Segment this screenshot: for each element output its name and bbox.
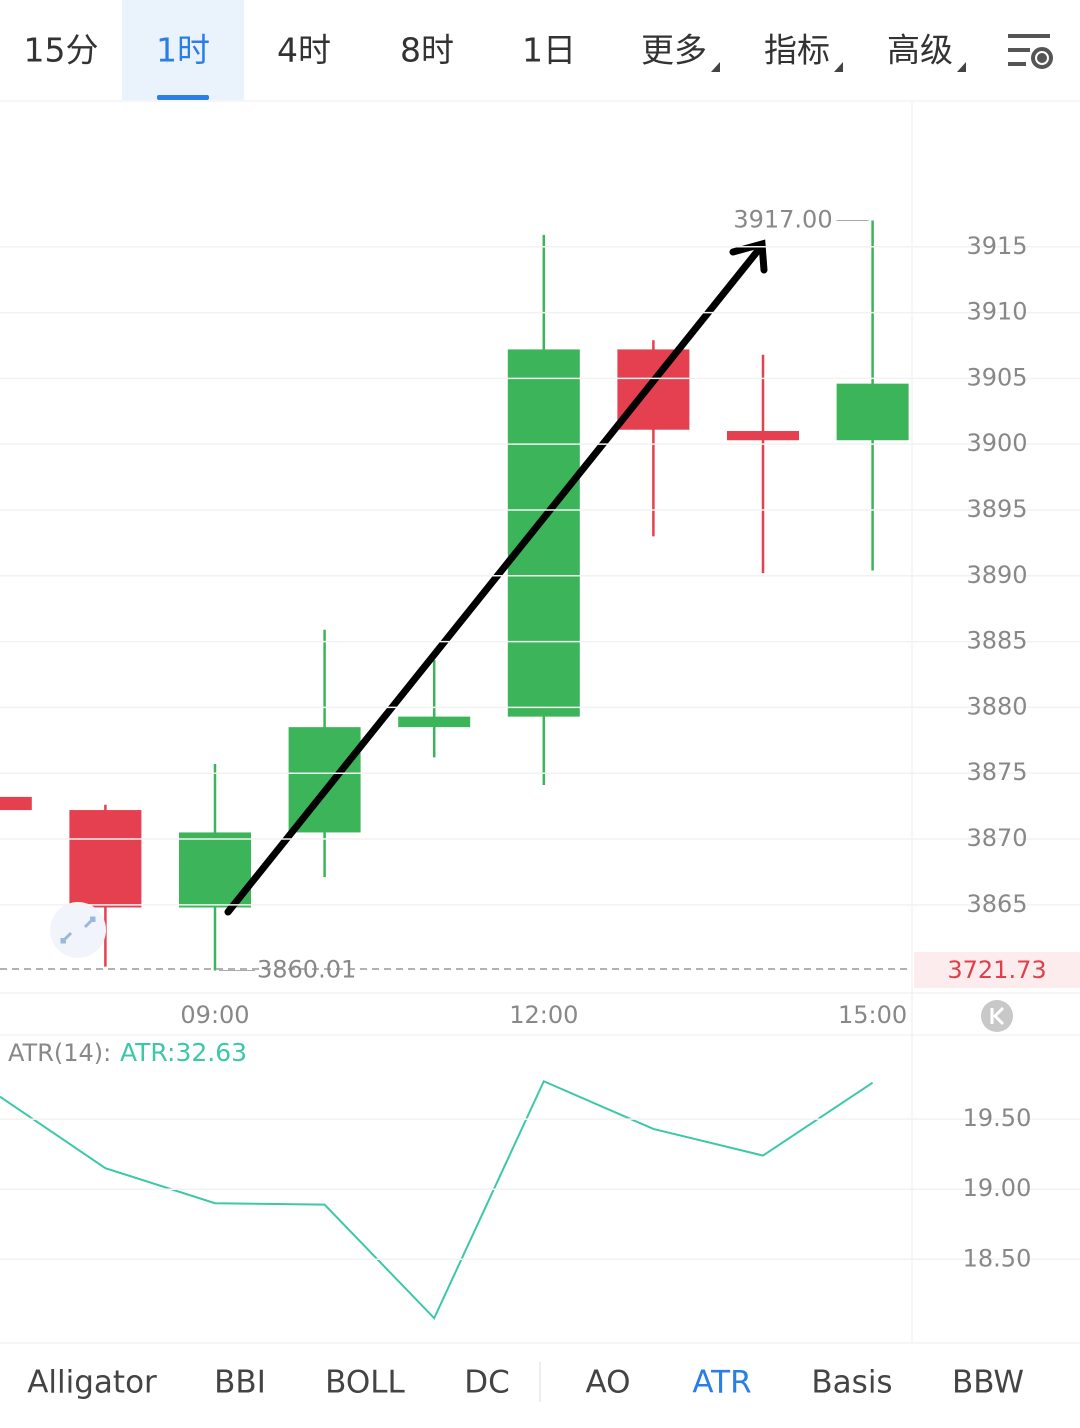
- y-tick-label: 19.00: [963, 1174, 1032, 1202]
- low-label: 3860.01: [257, 955, 356, 983]
- tab[interactable]: 指标: [764, 31, 830, 70]
- y-tick-label: 19.50: [963, 1104, 1032, 1132]
- last-price-box: [914, 952, 1080, 988]
- candle-body: [398, 716, 471, 728]
- x-tick-label: 09:00: [180, 1001, 249, 1029]
- y-tick-label: 3870: [966, 824, 1027, 852]
- atr-title: ATR(14):: [8, 1039, 111, 1067]
- y-tick-label: 3885: [966, 627, 1027, 655]
- last-price-label: 3721.73: [947, 956, 1046, 984]
- drawn-arrow: [224, 239, 768, 916]
- expand-icon[interactable]: [50, 902, 106, 958]
- tab[interactable]: 8时: [400, 31, 454, 70]
- tab[interactable]: 更多: [641, 31, 707, 70]
- candle-body: [836, 383, 909, 441]
- atr-legend: ATR:32.63: [120, 1038, 247, 1067]
- y-tick-label: 3880: [966, 692, 1027, 720]
- y-tick-label: 3905: [966, 363, 1027, 391]
- tab[interactable]: 高级: [887, 31, 953, 70]
- tab[interactable]: 1日: [522, 31, 576, 70]
- settings-icon[interactable]: [1008, 34, 1053, 69]
- back-to-latest[interactable]: [981, 1000, 1013, 1032]
- tab[interactable]: 1时: [156, 31, 210, 70]
- y-tick-label: 3915: [966, 232, 1027, 260]
- candle-body: [69, 810, 142, 908]
- tab[interactable]: 4时: [277, 31, 331, 70]
- candle-body: [0, 796, 32, 811]
- y-tick-label: 3895: [966, 495, 1027, 523]
- dropdown-mark: [711, 62, 720, 72]
- y-tick-label: 3900: [966, 429, 1027, 457]
- x-tick-label: 15:00: [838, 1001, 907, 1029]
- candle-body: [507, 349, 580, 717]
- tab[interactable]: 15分: [24, 31, 99, 70]
- y-tick-label: 3890: [966, 561, 1027, 589]
- y-tick-label: 18.50: [963, 1244, 1032, 1272]
- dropdown-mark: [957, 62, 966, 72]
- y-tick-label: 3910: [966, 298, 1027, 326]
- candle-body: [288, 727, 361, 833]
- active-tab-underline: [157, 95, 209, 100]
- candle-body: [727, 431, 799, 441]
- indicator-tab[interactable]: BOLL: [325, 1365, 405, 1401]
- indicator-tab[interactable]: AO: [585, 1365, 630, 1401]
- indicator-tab[interactable]: Alligator: [27, 1365, 157, 1401]
- dropdown-mark: [834, 62, 843, 72]
- indicator-tab[interactable]: ATR: [692, 1365, 751, 1401]
- y-tick-label: 3875: [966, 758, 1027, 786]
- atr-line: [0, 1079, 874, 1320]
- indicator-tab[interactable]: BBI: [214, 1365, 266, 1401]
- active-tab-bg: [122, 0, 244, 100]
- indicator-tab[interactable]: Basis: [811, 1365, 892, 1401]
- indicator-tab[interactable]: BBW: [952, 1365, 1024, 1401]
- indicator-tab[interactable]: DC: [464, 1365, 510, 1401]
- high-label: 3917.00: [733, 205, 832, 233]
- x-tick-label: 12:00: [509, 1001, 578, 1029]
- y-tick-label: 3865: [966, 890, 1027, 918]
